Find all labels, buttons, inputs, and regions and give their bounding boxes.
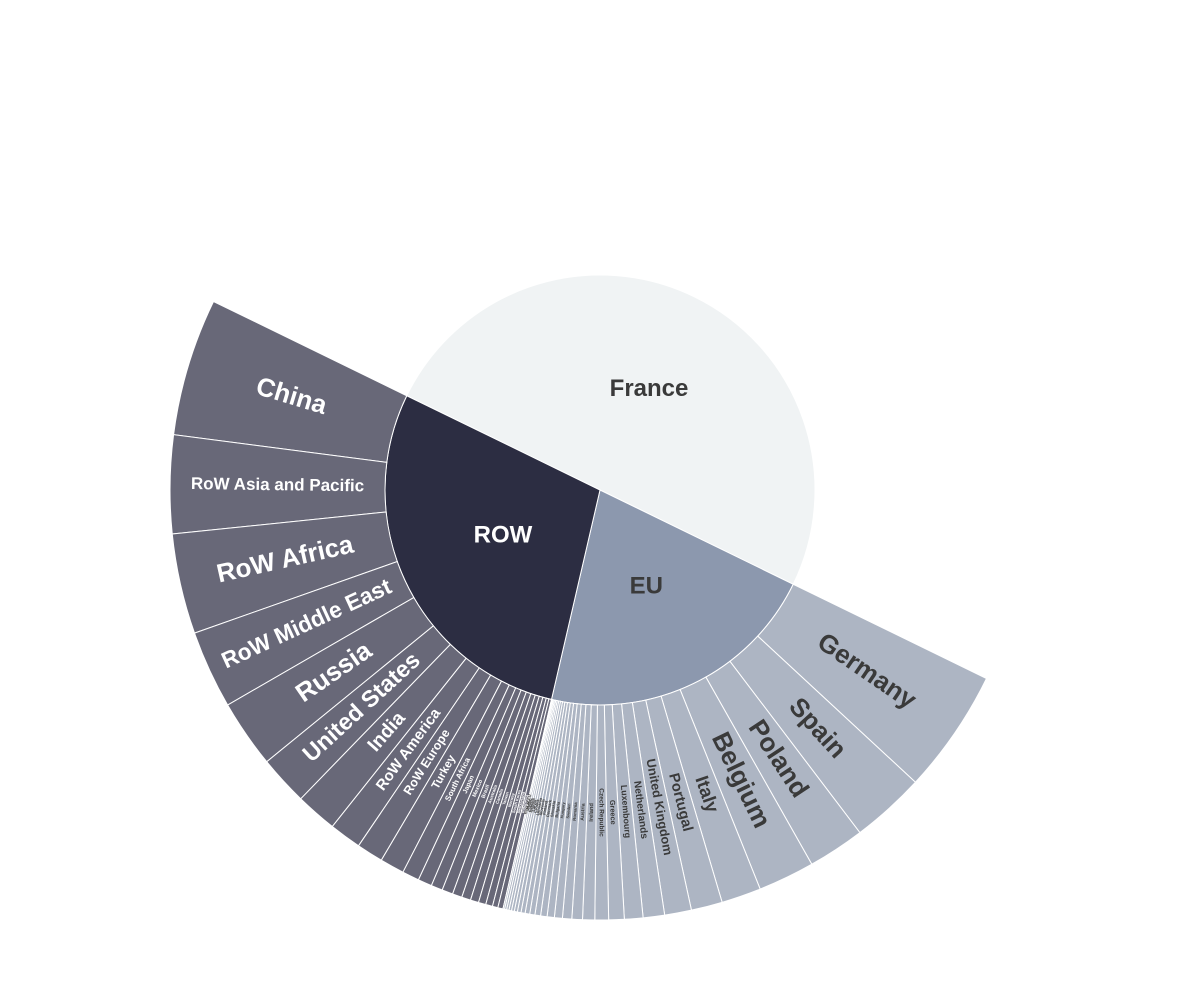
label-croatia: Croatia bbox=[533, 798, 541, 813]
slice-row-middle-east[interactable] bbox=[193, 560, 415, 706]
slice-united-states[interactable] bbox=[266, 625, 452, 800]
label-row-asia-and-pacific: RoW Asia and Pacific bbox=[191, 474, 364, 495]
label-row: ROW bbox=[474, 522, 533, 549]
label-australia: Australia bbox=[487, 784, 498, 804]
label-south-korea: South Korea bbox=[511, 789, 522, 814]
slice-china[interactable] bbox=[173, 300, 408, 463]
label-canada: Canada bbox=[494, 788, 504, 805]
slice-france[interactable] bbox=[406, 274, 816, 585]
label-czech-republic: Czech Republic bbox=[597, 788, 604, 837]
label-latvia: Latvia bbox=[531, 799, 538, 812]
label-luxembourg: Luxembourg bbox=[619, 784, 633, 838]
label-sweden: Sweden bbox=[565, 803, 571, 819]
label-brazil: Brazil bbox=[481, 783, 492, 799]
slice-rest-of-eu[interactable] bbox=[502, 698, 553, 910]
slice-japan[interactable] bbox=[417, 684, 517, 887]
label-denmark: Denmark bbox=[545, 799, 553, 817]
outer-ring bbox=[169, 300, 988, 921]
slice-india[interactable] bbox=[300, 643, 467, 828]
slice-russia[interactable] bbox=[226, 596, 435, 763]
label-taiwan: Taiwan bbox=[501, 791, 510, 806]
label-switzerland: Switzerland bbox=[516, 791, 526, 814]
inner-ring bbox=[384, 274, 816, 706]
label-bulgaria: Bulgaria bbox=[554, 801, 561, 818]
label-slovakia: Slovakia bbox=[549, 800, 556, 818]
label-slovenia: Slovenia bbox=[538, 798, 546, 816]
label-greece: Greece bbox=[608, 800, 618, 825]
label-romania: Romania bbox=[572, 802, 578, 821]
label-lithuania: Lithuania bbox=[535, 797, 543, 816]
label-norway: Norway bbox=[507, 792, 516, 808]
label-france: France bbox=[610, 375, 689, 402]
slice-row-africa[interactable] bbox=[171, 511, 398, 634]
label-indonesia: Indonesia bbox=[520, 793, 529, 813]
slice-south-africa[interactable] bbox=[402, 680, 510, 881]
slice-row-america[interactable] bbox=[331, 657, 480, 847]
label-hungary: Hungary bbox=[559, 801, 566, 818]
label-ireland: Ireland bbox=[589, 802, 596, 821]
label-finland: Finland bbox=[541, 800, 548, 815]
label-eu: EU bbox=[630, 572, 663, 599]
slice-row-asia-and-pacific[interactable] bbox=[169, 434, 388, 535]
slice-row-europe[interactable] bbox=[357, 667, 492, 861]
label-malta: Malta bbox=[525, 798, 532, 810]
slice-turkey[interactable] bbox=[380, 674, 503, 873]
label-cyprus: Cyprus bbox=[526, 797, 534, 812]
label-austria: Austria bbox=[580, 803, 587, 821]
label-estonia: Estonia bbox=[528, 797, 536, 813]
label-rest-of-eu: Rest of EU bbox=[523, 794, 532, 815]
